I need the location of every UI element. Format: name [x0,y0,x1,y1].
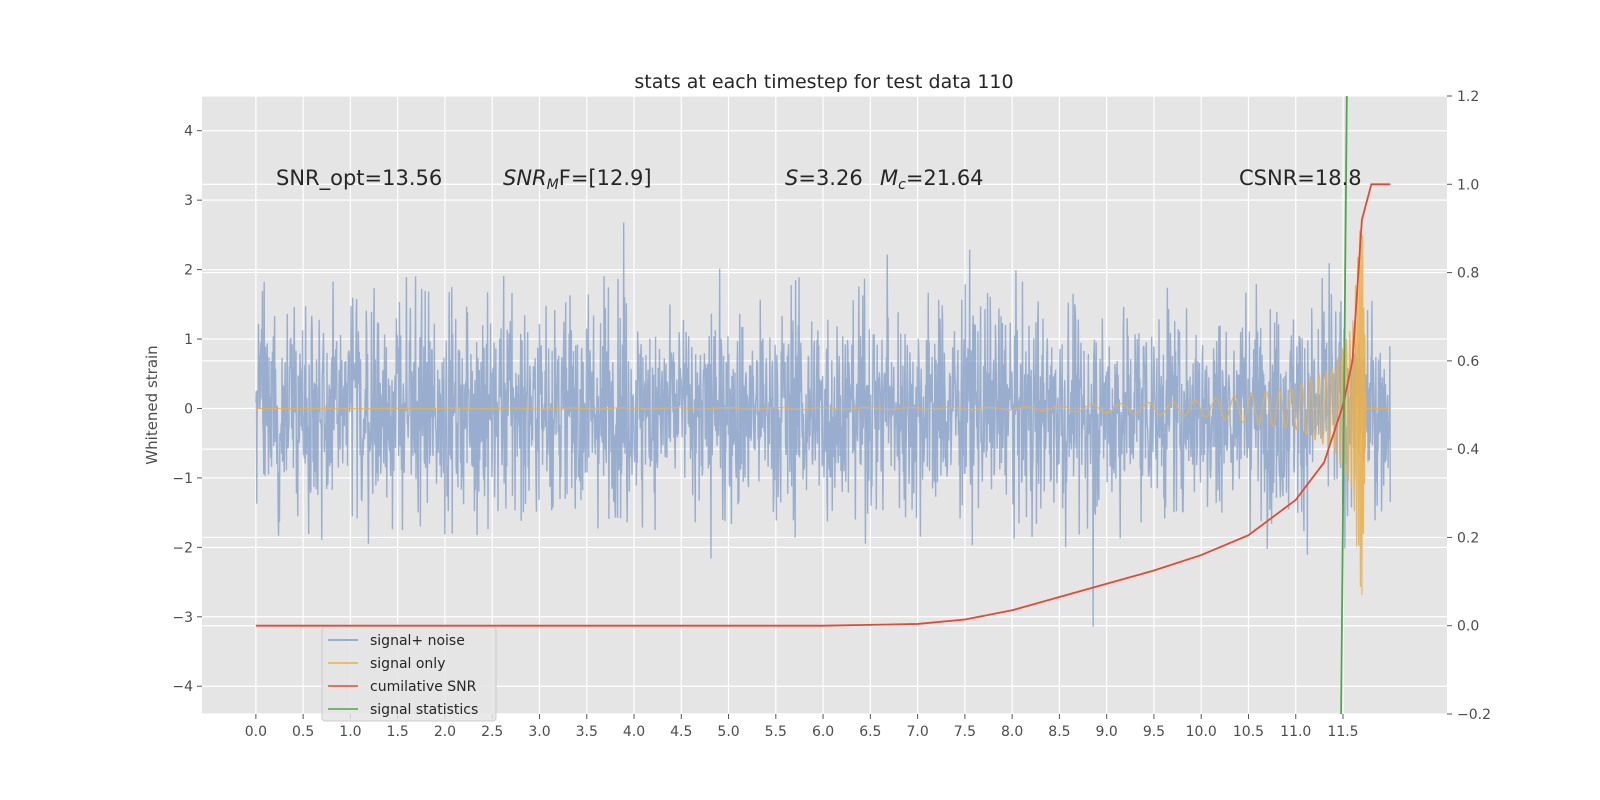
y-right-tick-label: 0.2 [1457,530,1479,546]
y-left-tick-label: −2 [172,540,193,556]
y-right-tick-label: 0.8 [1457,266,1479,282]
x-axis-ticks: 0.0 0.5 1.0 1.5 2.0 2.5 3.0 3.5 4.0 4.5 5.0 5.5 6.0 6… [245,714,1359,740]
legend: signal+ noise signal only cumilative SNR… [321,626,497,722]
y-left-tick-label: 4 [184,124,193,140]
y-left-tick-label: 3 [184,193,193,209]
x-tick-label: 10.5 [1233,724,1264,740]
y-right-tick-label: 0.4 [1457,442,1479,458]
x-tick-label: 9.0 [1096,724,1118,740]
legend-label-snr: cumilative SNR [370,679,477,695]
legend-label-stat: signal statistics [370,702,478,718]
y-right-tick-label: 0.0 [1457,619,1479,635]
x-tick-label: 4.0 [623,724,645,740]
legend-label-noise: signal+ noise [370,633,465,649]
x-tick-label: 2.0 [434,724,456,740]
x-tick-label: 6.0 [812,724,834,740]
x-tick-label: 2.5 [481,724,503,740]
legend-label-signal: signal only [370,656,445,672]
y-right-tick-label: −0.2 [1457,707,1491,723]
annotation-snr-opt: SNR_opt=13.56 [276,166,442,191]
x-tick-label: 6.5 [859,724,881,740]
annotation-s: S=3.26 [785,166,863,190]
annotation-csnr: CSNR=18.8 [1239,166,1362,190]
y-right-tick-label: 0.6 [1457,354,1479,370]
x-tick-label: 4.5 [670,724,692,740]
cumulative-snr-series [255,183,1391,627]
x-tick-label: 5.5 [765,724,787,740]
y-left-tick-label: 0 [184,401,193,417]
x-tick-label: 8.0 [1001,724,1023,740]
cumulative-snr-line [255,183,1391,627]
x-tick-label: 8.5 [1048,724,1070,740]
signal-only-line [255,230,1391,596]
y-right-tick-label: 1.2 [1457,89,1479,105]
left-y-axis-ticks: −4 −3 −2 −1 0 1 2 3 4 [172,124,202,695]
x-tick-label: 11.0 [1280,724,1311,740]
x-tick-label: 9.5 [1143,724,1165,740]
x-tick-label: 3.5 [576,724,598,740]
annotation-snr-mf: SNRMF=[12.9] [503,166,652,193]
x-tick-label: 0.5 [292,724,314,740]
x-tick-label: 7.0 [906,724,928,740]
signal-plus-noise-line [255,222,1391,627]
signal-plus-noise-series [255,222,1391,627]
y-left-tick-label: −4 [172,679,193,695]
x-tick-label: 5.0 [717,724,739,740]
legend-box [321,626,497,722]
y-left-tick-label: −1 [172,471,193,487]
chart-title: stats at each timestep for test data 110 [634,71,1013,93]
x-tick-label: 1.0 [339,724,361,740]
y-right-tick-label: 1.0 [1457,177,1479,193]
x-tick-label: 3.0 [528,724,550,740]
y-axis-label: Whitened strain [143,345,161,464]
signal-only-series [255,230,1391,596]
x-tick-label: 0.0 [245,724,267,740]
y-left-tick-label: −3 [172,610,193,626]
x-tick-label: 1.5 [387,724,409,740]
y-left-tick-label: 1 [184,332,193,348]
right-y-axis-ticks: −0.2 0.0 0.2 0.4 0.6 0.8 1.0 1.2 [1447,89,1491,723]
annotation-mc: Mc=21.64 [880,166,984,193]
signal-statistics-line [1340,95,1348,715]
x-tick-label: 7.5 [954,724,976,740]
x-tick-label: 10.0 [1186,724,1217,740]
signal-statistics-series [1340,95,1348,715]
x-tick-label: 11.5 [1327,724,1358,740]
y-left-tick-label: 2 [184,263,193,279]
